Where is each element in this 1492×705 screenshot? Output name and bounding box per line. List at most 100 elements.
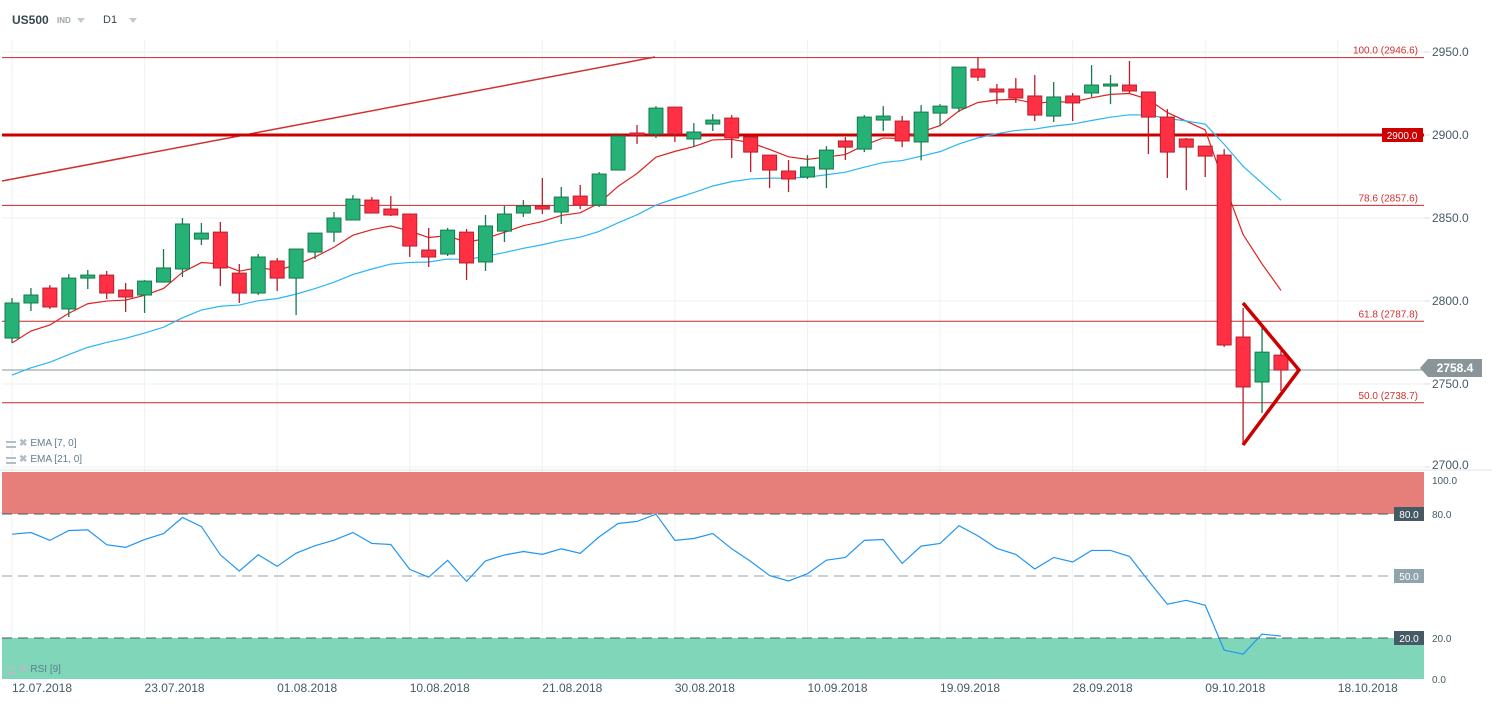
date-label: 30.08.2018	[675, 681, 735, 695]
candle	[913, 105, 929, 161]
candle	[1273, 350, 1289, 391]
timeframe-selector[interactable]: D1	[103, 14, 118, 26]
candle-body	[269, 260, 285, 279]
candle-body	[610, 135, 626, 171]
candle-body	[799, 166, 815, 178]
candle	[837, 136, 853, 161]
price-tick-label: 2850.0	[1432, 211, 1469, 225]
candle	[686, 123, 702, 148]
candle	[970, 56, 986, 82]
candle	[231, 263, 247, 303]
close-icon[interactable]: ✖	[19, 664, 28, 675]
candle	[440, 227, 456, 257]
candle-body	[345, 198, 361, 221]
price-tick-label: 2750.0	[1432, 377, 1469, 391]
candle-body	[231, 272, 247, 294]
timeframe-dropdown-icon[interactable]	[129, 18, 137, 23]
candle	[932, 104, 948, 127]
candle-body	[1159, 116, 1175, 153]
candle	[1140, 91, 1156, 155]
candle	[591, 172, 607, 208]
candle	[1254, 327, 1270, 414]
candle	[1008, 78, 1024, 103]
candle-body	[534, 205, 550, 210]
trendline[interactable]	[1, 56, 656, 182]
candle-body	[629, 132, 645, 136]
candle-body	[193, 232, 209, 240]
candle-body	[99, 274, 115, 294]
rsi-20-badge	[1394, 631, 1424, 645]
candle-body	[667, 106, 683, 135]
candle	[610, 135, 626, 171]
candle-body	[951, 66, 967, 109]
candle	[989, 84, 1005, 105]
candle	[307, 232, 323, 260]
candle-body	[970, 68, 986, 78]
candle-body	[118, 289, 134, 298]
candle	[383, 196, 399, 217]
date-label: 09.10.2018	[1205, 681, 1265, 695]
candle-body	[837, 140, 853, 148]
fib-level-label: 61.8 (2787.8)	[1359, 309, 1419, 320]
triangle-drawing[interactable]	[1241, 301, 1302, 447]
symbol-dropdown-icon[interactable]	[77, 18, 85, 23]
candle-body	[818, 149, 834, 170]
candle	[1235, 307, 1251, 446]
candle-body	[288, 248, 304, 279]
date-label: 01.08.2018	[277, 681, 337, 695]
candle-body	[1140, 91, 1156, 118]
settings-icon[interactable]	[6, 456, 16, 464]
rsi-50-badge	[1394, 569, 1424, 583]
candle-body	[1254, 351, 1270, 383]
candle-body	[705, 119, 721, 125]
settings-icon[interactable]	[6, 666, 16, 674]
date-label: 21.08.2018	[542, 681, 602, 695]
candle	[1178, 137, 1194, 191]
candle-body	[23, 294, 39, 304]
candle	[515, 200, 531, 218]
candle-body	[515, 205, 531, 214]
candle-body	[421, 249, 437, 258]
rsi-80-badge-label: 80.0	[1399, 510, 1419, 521]
candle	[212, 221, 228, 287]
symbol-selector[interactable]: US500	[12, 13, 49, 27]
instrument-type: IND	[57, 16, 71, 25]
legend-ema21[interactable]: ✖ EMA [21, 0]	[6, 454, 82, 466]
candle-body	[402, 213, 418, 247]
candle-body	[989, 88, 1005, 93]
rsi-tick-label: 0.0	[1432, 675, 1446, 686]
candle	[724, 115, 740, 159]
candle-body	[80, 274, 96, 279]
legend-rsi-label: RSI [9]	[30, 664, 61, 675]
candle-body	[4, 302, 20, 339]
rsi-20-badge-label: 20.0	[1399, 634, 1419, 645]
settings-icon[interactable]	[6, 440, 16, 448]
candle-body	[1273, 354, 1289, 371]
candle	[1103, 75, 1119, 105]
candle-body	[875, 115, 891, 121]
close-icon[interactable]: ✖	[19, 438, 28, 449]
rsi-50-badge-label: 50.0	[1399, 572, 1419, 583]
candle	[269, 258, 285, 292]
date-label: 23.07.2018	[145, 681, 205, 695]
date-label: 19.09.2018	[940, 681, 1000, 695]
fib-level-label: 50.0 (2738.7)	[1359, 391, 1419, 402]
legend-rsi[interactable]: ✖ RSI [9]	[6, 664, 61, 676]
rsi-tick-label: 80.0	[1432, 510, 1452, 521]
rsi-tick-label: 100.0	[1432, 476, 1457, 487]
legend-ema7[interactable]: ✖ EMA [7, 0]	[6, 438, 77, 450]
candle	[667, 106, 683, 142]
close-icon[interactable]: ✖	[19, 454, 28, 465]
candle	[553, 186, 569, 224]
candle	[42, 285, 58, 309]
candle-body	[932, 105, 948, 114]
candle-body	[478, 225, 493, 263]
candle	[1121, 60, 1137, 94]
candle	[80, 269, 96, 290]
candle	[648, 106, 664, 138]
candle-body	[156, 267, 172, 283]
level-2900-label: 2900.0	[1387, 131, 1418, 142]
level-2900-badge	[1382, 128, 1423, 142]
candle	[705, 114, 721, 132]
